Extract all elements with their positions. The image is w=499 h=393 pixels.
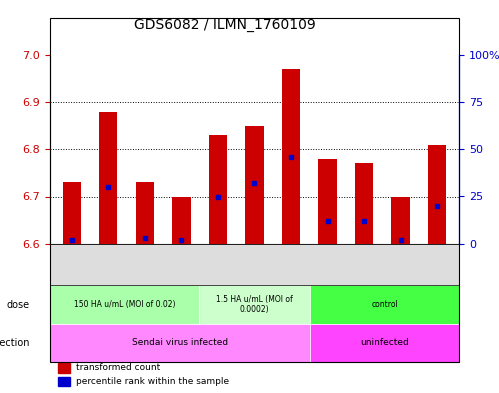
Text: dose: dose: [6, 299, 29, 310]
Bar: [58, 376, 70, 386]
Text: GSM1642349: GSM1642349: [433, 246, 442, 297]
FancyBboxPatch shape: [199, 285, 310, 324]
FancyBboxPatch shape: [50, 324, 310, 362]
Bar: [172, 196, 191, 244]
Text: GSM1642347: GSM1642347: [286, 246, 295, 297]
Text: GSM1642345: GSM1642345: [140, 246, 149, 297]
Text: GSM1642340: GSM1642340: [67, 246, 76, 297]
Bar: [209, 135, 227, 244]
Text: GSM1642344: GSM1642344: [250, 246, 259, 297]
Text: GSM1642339: GSM1642339: [214, 246, 223, 297]
Text: GSM1642346: GSM1642346: [396, 246, 405, 297]
FancyBboxPatch shape: [50, 285, 199, 324]
FancyBboxPatch shape: [310, 285, 459, 324]
Bar: [58, 363, 70, 373]
Bar: [355, 163, 373, 244]
FancyBboxPatch shape: [310, 324, 459, 362]
Text: 1.5 HA u/mL (MOI of
0.0002): 1.5 HA u/mL (MOI of 0.0002): [216, 295, 293, 314]
Text: infection: infection: [0, 338, 29, 348]
Text: GDS6082 / ILMN_1760109: GDS6082 / ILMN_1760109: [134, 18, 315, 32]
Text: 150 HA u/mL (MOI of 0.02): 150 HA u/mL (MOI of 0.02): [73, 300, 175, 309]
Bar: [136, 182, 154, 244]
Text: GSM1642341: GSM1642341: [323, 246, 332, 297]
Text: control: control: [371, 300, 398, 309]
Text: uninfected: uninfected: [360, 338, 409, 347]
Bar: [99, 112, 117, 244]
Bar: [318, 159, 337, 244]
Text: GSM1642342: GSM1642342: [104, 246, 113, 297]
Bar: [428, 145, 446, 244]
Bar: [246, 126, 263, 244]
Text: Sendai virus infected: Sendai virus infected: [132, 338, 228, 347]
Text: GSM1642343: GSM1642343: [360, 246, 369, 297]
Bar: [63, 182, 81, 244]
Bar: [282, 69, 300, 244]
Text: transformed count: transformed count: [76, 363, 161, 372]
Bar: [392, 196, 410, 244]
Text: GSM1642348: GSM1642348: [177, 246, 186, 297]
Text: percentile rank within the sample: percentile rank within the sample: [76, 377, 230, 386]
